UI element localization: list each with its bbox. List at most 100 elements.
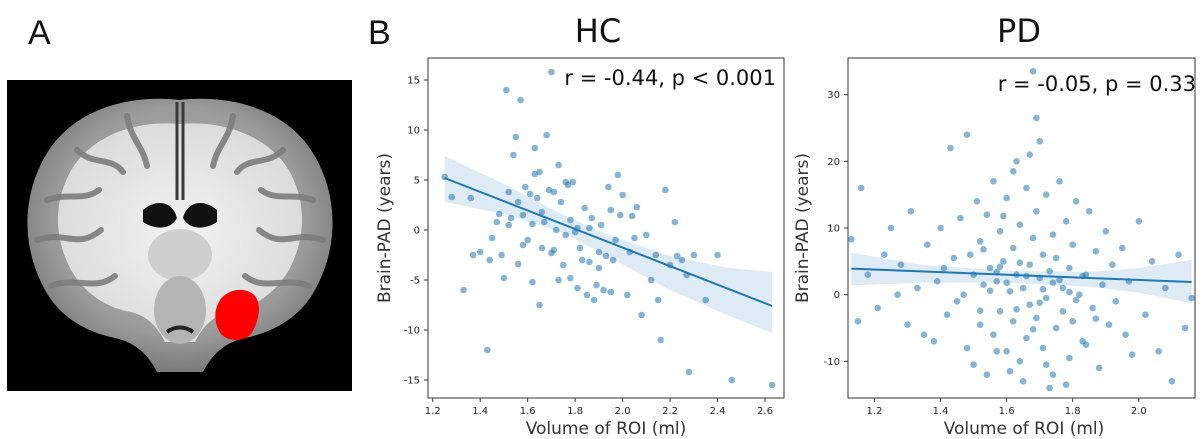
data-point <box>1036 299 1043 306</box>
data-point <box>1053 255 1060 262</box>
data-point <box>667 262 674 269</box>
data-point <box>970 271 977 278</box>
data-point <box>934 278 941 285</box>
data-point <box>503 87 510 94</box>
data-point <box>1040 251 1047 258</box>
data-point <box>881 251 888 258</box>
data-point <box>489 235 496 242</box>
data-point <box>1036 138 1043 145</box>
data-point <box>1099 281 1106 288</box>
data-point <box>1066 265 1073 272</box>
data-point <box>532 145 539 152</box>
data-point <box>1026 151 1033 158</box>
data-point <box>1050 279 1057 286</box>
data-point <box>858 185 865 192</box>
data-point <box>904 321 911 328</box>
data-point <box>1003 195 1010 202</box>
data-point <box>562 232 569 239</box>
data-point <box>1056 178 1063 185</box>
data-point <box>1119 245 1126 252</box>
chart-title-pd: PD <box>997 12 1041 50</box>
data-point <box>728 377 735 384</box>
data-point <box>484 347 491 354</box>
data-point <box>524 237 531 244</box>
data-point <box>1010 245 1017 252</box>
data-point <box>653 252 660 259</box>
data-point <box>626 249 633 256</box>
data-point <box>596 249 603 256</box>
data-point <box>586 225 593 232</box>
data-point <box>993 348 1000 355</box>
data-point <box>977 321 984 328</box>
data-point <box>1175 251 1182 258</box>
data-point <box>1169 378 1176 385</box>
y-axis-label-pd: Brain-PAD (years) <box>793 153 813 303</box>
data-point <box>997 308 1004 315</box>
data-point <box>1066 355 1073 362</box>
data-point <box>565 182 572 189</box>
data-point <box>1030 235 1037 242</box>
data-point <box>1142 311 1149 318</box>
data-point <box>1089 305 1096 312</box>
data-point <box>558 199 565 206</box>
data-point <box>1076 291 1083 298</box>
data-point <box>957 215 964 222</box>
data-point <box>624 292 631 299</box>
data-point <box>1056 277 1063 284</box>
x-tick-label: 2.0 <box>615 406 631 417</box>
data-point <box>548 250 555 257</box>
data-point <box>577 245 584 252</box>
data-point <box>522 184 529 191</box>
data-point <box>560 262 567 269</box>
data-point <box>874 305 881 312</box>
data-point <box>1060 308 1067 315</box>
data-point <box>510 152 517 159</box>
data-point <box>1188 295 1195 302</box>
data-point <box>574 285 581 292</box>
data-point <box>1073 198 1080 205</box>
data-point <box>1073 297 1080 304</box>
data-point <box>1043 191 1050 198</box>
data-point <box>1182 325 1189 332</box>
data-point <box>655 297 662 304</box>
data-point <box>702 297 709 304</box>
data-point <box>596 265 603 272</box>
data-point <box>1017 259 1024 266</box>
data-point <box>1033 115 1040 122</box>
x-tick-label: 1.4 <box>472 406 488 417</box>
data-point <box>1026 301 1033 308</box>
data-point <box>1046 385 1053 392</box>
data-point <box>1010 168 1017 175</box>
data-point <box>1010 318 1017 325</box>
data-point <box>1013 158 1020 165</box>
data-point <box>1149 258 1156 265</box>
data-point <box>1066 289 1073 296</box>
data-point <box>914 285 921 292</box>
data-point <box>1155 348 1162 355</box>
data-point <box>1079 338 1086 345</box>
data-point <box>498 252 505 259</box>
data-point <box>686 369 693 376</box>
data-point <box>944 311 951 318</box>
data-point <box>584 292 591 299</box>
y-tick-label: -5 <box>410 276 420 287</box>
data-point <box>997 263 1004 270</box>
y-tick-label: 20 <box>827 157 840 168</box>
data-point <box>536 169 543 176</box>
data-point <box>501 275 508 282</box>
data-point <box>1030 326 1037 333</box>
data-point <box>984 371 991 378</box>
data-point <box>931 338 938 345</box>
chart-annotation-hc: r = -0.44, p < 0.001 <box>564 66 776 90</box>
y-tick-label: -10 <box>404 326 420 337</box>
data-point <box>470 252 477 259</box>
data-point <box>1017 221 1024 228</box>
data-point <box>997 228 1004 235</box>
data-point <box>1020 285 1027 292</box>
data-point <box>1003 348 1010 355</box>
data-point <box>974 198 981 205</box>
data-point <box>1069 318 1076 325</box>
confidence-band <box>445 156 773 333</box>
data-point <box>950 255 957 262</box>
data-point <box>520 212 527 219</box>
